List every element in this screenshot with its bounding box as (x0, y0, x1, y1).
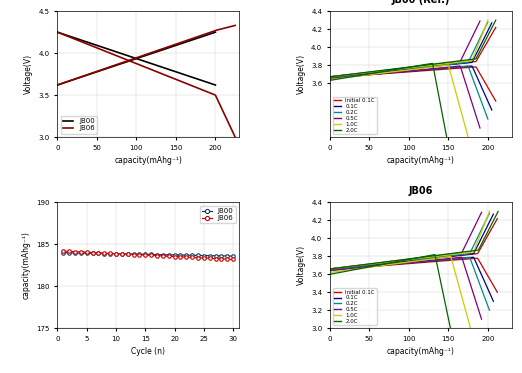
Y-axis label: capacity(mAhg⁻¹): capacity(mAhg⁻¹) (22, 231, 31, 299)
Title: JB06: JB06 (409, 186, 433, 196)
Legend: Initial 0.1C, 0.1C, 0.2C, 0.5C, 1.0C, 2.0C: Initial 0.1C, 0.1C, 0.2C, 0.5C, 1.0C, 2.… (333, 97, 377, 134)
X-axis label: capacity(mAhg⁻¹): capacity(mAhg⁻¹) (387, 347, 455, 357)
Y-axis label: Voltage(V): Voltage(V) (296, 54, 305, 94)
X-axis label: capacity(mAhg⁻¹): capacity(mAhg⁻¹) (387, 156, 455, 165)
Legend: Initial 0.1C, 0.1C, 0.2C, 0.5C, 1.0C, 2.0C: Initial 0.1C, 0.1C, 0.2C, 0.5C, 1.0C, 2.… (333, 288, 377, 326)
X-axis label: Cycle (n): Cycle (n) (131, 347, 165, 357)
Title: JB00 (Ref.): JB00 (Ref.) (392, 0, 450, 5)
Y-axis label: Voltage(V): Voltage(V) (296, 245, 305, 285)
X-axis label: capacity(mAhg⁻¹): capacity(mAhg⁻¹) (114, 156, 182, 165)
Legend: JB00, JB06: JB00, JB06 (61, 116, 97, 134)
Legend: JB00, JB06: JB00, JB06 (200, 206, 235, 223)
Y-axis label: Voltage(V): Voltage(V) (24, 54, 33, 94)
